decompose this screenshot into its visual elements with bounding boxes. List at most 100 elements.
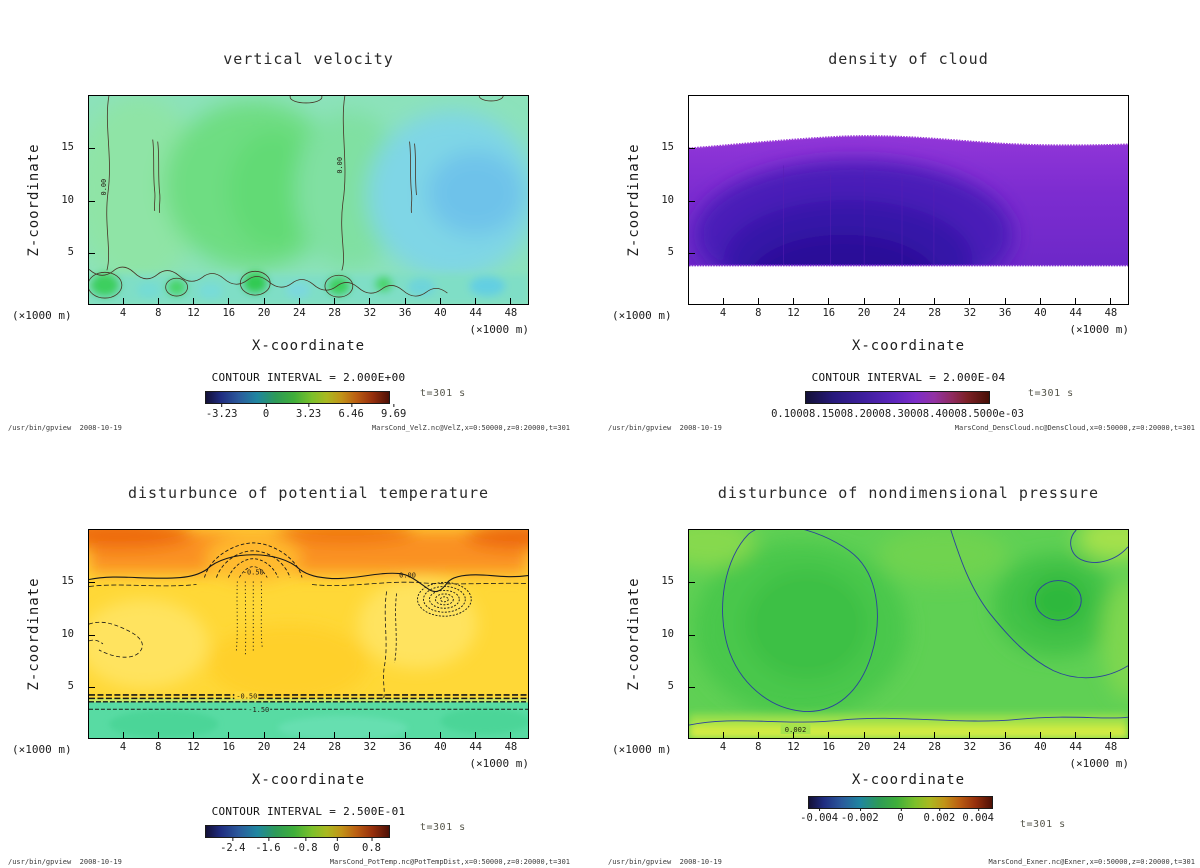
y-tick-mark (89, 687, 95, 688)
tick-mark (122, 732, 124, 738)
command-line: /usr/bin/gpview 2008-10-19 (8, 858, 122, 866)
colorbar-tick-label: 0.8 (362, 838, 381, 854)
tick-mark (334, 298, 336, 304)
tick-mark (298, 732, 300, 738)
x-tick-label: 24 (893, 741, 906, 753)
tick-mark (1075, 732, 1077, 738)
tick-mark (510, 732, 512, 738)
y-tick-mark (689, 253, 695, 254)
y-tick-label: 10 (61, 193, 74, 206)
y-axis-unit: (×1000 m) (12, 309, 72, 322)
x-tick-label: 48 (504, 307, 518, 319)
panel-title: disturbunce of nondimensional pressure (717, 484, 1100, 502)
x-tick-label: 40 (434, 741, 447, 753)
y-tick-label: 15 (661, 141, 674, 153)
x-axis-label: X-coordinate (251, 338, 366, 354)
x-axis-label: X-coordinate (251, 772, 366, 788)
y-tick-mark (89, 253, 95, 254)
x-tick-label: 48 (504, 741, 518, 753)
colorbar-tick-label: 3.23 (295, 404, 322, 420)
y-tick-mark (689, 582, 695, 583)
tick-mark (828, 732, 830, 738)
x-tick-label: 28 (328, 741, 341, 753)
tick-mark (1004, 298, 1006, 304)
y-tick-mark (89, 582, 95, 583)
x-tick-label: 28 (928, 307, 941, 319)
colorbar-tick-label: -0.8 (292, 838, 318, 854)
x-tick-label: 44 (469, 741, 482, 753)
colorbar-tick-label: 0.002 (923, 808, 956, 824)
colorbar-tick-label: -2.4 (220, 838, 246, 854)
y-tick-mark (89, 635, 95, 636)
y-tick-label: 5 (67, 246, 74, 258)
tick-mark (969, 298, 971, 304)
tick-mark (263, 732, 265, 738)
x-tick-label: 32 (363, 307, 377, 319)
tick-mark (934, 732, 936, 738)
dataset-info: MarsCond_PotTemp.nc@PotTempDist,x=0:5000… (329, 858, 570, 866)
colorbar-tick-label: 0 (333, 838, 340, 854)
tick-mark (828, 298, 830, 304)
x-tick-label: 40 (1034, 307, 1047, 319)
plot-area: 0.00 0.00 (88, 95, 529, 305)
tick-mark (1075, 298, 1077, 304)
tick-mark (369, 732, 371, 738)
x-tick-label: 20 (257, 307, 271, 319)
x-axis-label: X-coordinate (851, 772, 966, 788)
time-label: t=301 s (1028, 388, 1074, 399)
tick-mark (475, 732, 477, 738)
tick-mark (404, 298, 406, 304)
tick-mark (757, 732, 759, 738)
tick-mark (1039, 298, 1041, 304)
tick-mark (369, 298, 371, 304)
contour-label: -1.50 (248, 706, 269, 714)
x-tick-label: 28 (328, 307, 341, 319)
x-tick-label: 20 (257, 741, 271, 753)
x-tick-label: 4 (719, 741, 727, 753)
colorbar-labels: -0.004 -0.002 0 0.002 0.004 (800, 808, 994, 826)
tick-mark (193, 732, 195, 738)
panel-potential-temperature: disturbunce of potential temperature Z-c… (0, 434, 600, 868)
colorbar-tick-label: -3.23 (205, 404, 238, 420)
y-tick-mark (689, 635, 695, 636)
y-axis-unit: (×1000 m) (612, 743, 672, 756)
y-tick-mark (689, 148, 695, 149)
pressure-contour-field: 0.002 (689, 530, 1128, 738)
tick-mark (1110, 732, 1112, 738)
y-tick-label: 15 (61, 141, 74, 153)
contour-label: -0.50 (236, 692, 257, 700)
x-tick-label: 44 (469, 307, 482, 319)
tick-mark (228, 732, 230, 738)
colorbar (205, 825, 390, 838)
colorbar-tick-label: -0.002 (840, 808, 879, 824)
x-tick-label: 36 (398, 307, 412, 319)
tick-mark (404, 732, 406, 738)
x-tick-label: 4 (119, 741, 127, 753)
x-tick-label: 16 (222, 307, 236, 319)
tick-mark (510, 298, 512, 304)
x-axis-label: X-coordinate (851, 338, 966, 354)
tick-mark (228, 298, 230, 304)
x-tick-label: 28 (928, 741, 941, 753)
contour-label: 0.00 (399, 572, 416, 580)
y-tick-label: 15 (61, 575, 74, 587)
x-tick-label: 32 (363, 741, 377, 753)
tick-mark (1039, 732, 1041, 738)
y-tick-label: 5 (667, 246, 674, 258)
x-tick-label: 36 (998, 741, 1012, 753)
tick-mark (1110, 298, 1112, 304)
tick-mark (934, 298, 936, 304)
x-tick-label: 32 (963, 741, 977, 753)
cloud-density-contour-field (689, 96, 1128, 304)
x-axis-unit: (×1000 m) (1069, 757, 1129, 770)
colorbar-labels: 0.10008.15008.20008.30008.40008.5000e-03 (771, 408, 1024, 422)
x-axis-unit: (×1000 m) (1069, 323, 1129, 336)
x-tick-label: 8 (155, 307, 162, 319)
y-tick-mark (689, 201, 695, 202)
y-tick-label: 10 (61, 627, 74, 640)
tick-mark (898, 298, 900, 304)
panel-nondimensional-pressure: disturbunce of nondimensional pressure Z… (600, 434, 1200, 868)
colorbar-tick-label: 6.46 (338, 404, 364, 420)
y-tick-label: 5 (667, 680, 674, 692)
tick-mark (334, 732, 336, 738)
